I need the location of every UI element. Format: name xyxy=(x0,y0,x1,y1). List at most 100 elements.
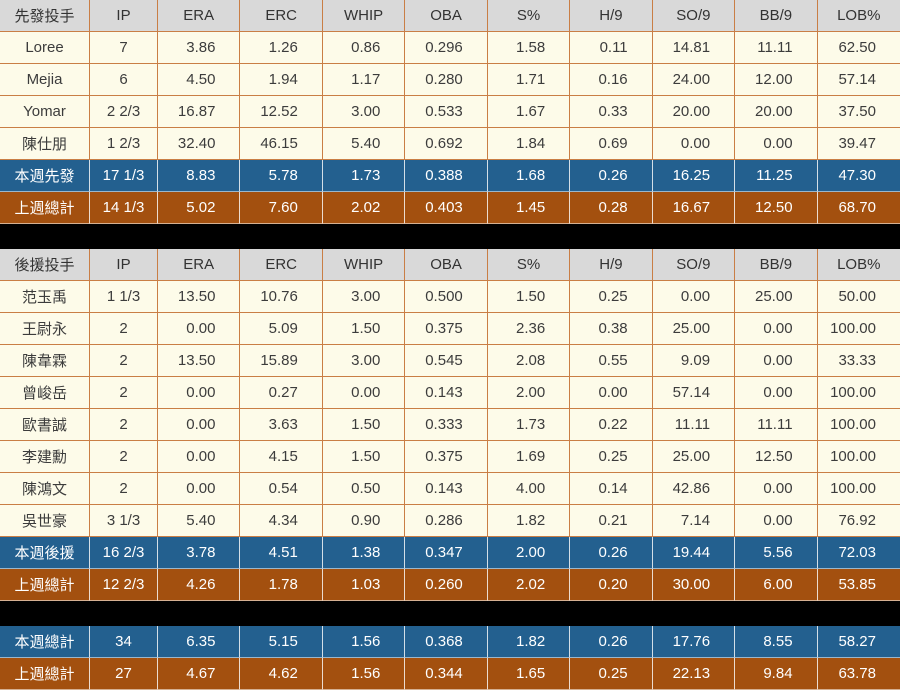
stat-value: 58.27 xyxy=(817,626,900,658)
stat-value: 0.296 xyxy=(405,32,488,64)
stat-value: 12.50 xyxy=(735,192,818,224)
stat-value: 14 1/3 xyxy=(90,192,158,224)
stat-value: 0.260 xyxy=(405,569,488,601)
column-header: H/9 xyxy=(570,249,653,281)
stat-value: 11.11 xyxy=(735,32,818,64)
column-header-row: 先發投手 IP ERA ERC WHIP OBA S% H/9 SO/9 BB/9 LOB% xyxy=(0,0,900,32)
stat-value: 25.00 xyxy=(652,313,736,345)
stat-value: 16.87 xyxy=(158,96,241,128)
group-label: 後援投手 xyxy=(0,249,90,281)
stat-value: 15.89 xyxy=(240,345,323,377)
column-header: SO/9 xyxy=(652,249,736,281)
stat-value: 3 1/3 xyxy=(90,505,158,537)
stat-value: 12.52 xyxy=(240,96,323,128)
column-header: BB/9 xyxy=(735,0,818,32)
player-row: Loree 7 3.86 1.26 0.86 0.296 1.58 0.11 14.81 11.1… xyxy=(0,32,900,64)
stat-value: 34 xyxy=(90,626,158,658)
stat-value: 1.45 xyxy=(487,192,571,224)
stat-value: 57.14 xyxy=(652,377,736,409)
stat-value: 5.78 xyxy=(240,160,323,192)
stat-value: 4.15 xyxy=(240,441,323,473)
stat-value: 0.344 xyxy=(405,658,488,690)
stat-value: 76.92 xyxy=(817,505,900,537)
stat-value: 19.44 xyxy=(652,537,736,569)
stat-value: 47.30 xyxy=(817,160,900,192)
stat-value: 1.71 xyxy=(487,64,571,96)
stat-value: 2 xyxy=(90,473,158,505)
stat-value: 27 xyxy=(90,658,158,690)
stat-value: 4.51 xyxy=(240,537,323,569)
stat-value: 42.86 xyxy=(652,473,736,505)
stat-value: 1.65 xyxy=(487,658,571,690)
summary-row: 本週後援 16 2/3 3.78 4.51 1.38 0.347 2.00 0.26 19.44… xyxy=(0,537,900,569)
stat-value: 1.56 xyxy=(322,626,406,658)
row-label: 王尉永 xyxy=(0,313,90,345)
stat-value: 0.00 xyxy=(158,313,241,345)
stat-value: 12.00 xyxy=(735,64,818,96)
stat-value: 1.17 xyxy=(322,64,406,96)
column-header: LOB% xyxy=(817,0,900,32)
row-label: 陳鴻文 xyxy=(0,473,90,505)
stat-value: 0.25 xyxy=(570,281,653,313)
stat-value: 2.02 xyxy=(322,192,406,224)
stat-value: 100.00 xyxy=(817,441,900,473)
stat-value: 0.143 xyxy=(405,377,488,409)
stat-value: 5.09 xyxy=(240,313,323,345)
player-row: Yomar 2 2/3 16.87 12.52 3.00 0.533 1.67 0.33 20.… xyxy=(0,96,900,128)
stat-value: 17 1/3 xyxy=(90,160,158,192)
player-row: 歐書誠 2 0.00 3.63 1.50 0.333 1.73 0.22 11.11 11.11 1… xyxy=(0,409,900,441)
column-header: SO/9 xyxy=(652,0,736,32)
summary-row: 本週總計 34 6.35 5.15 1.56 0.368 1.82 0.26 17.76 8.55… xyxy=(0,626,900,658)
stat-value: 1.94 xyxy=(240,64,323,96)
stat-value: 0.280 xyxy=(405,64,488,96)
stat-value: 8.55 xyxy=(735,626,818,658)
column-header: ERA xyxy=(158,0,241,32)
stat-value: 16 2/3 xyxy=(90,537,158,569)
stat-value: 100.00 xyxy=(817,473,900,505)
stat-value: 0.375 xyxy=(405,441,488,473)
stat-value: 3.78 xyxy=(158,537,241,569)
stat-value: 100.00 xyxy=(817,377,900,409)
stat-value: 2 xyxy=(90,377,158,409)
stat-value: 0.368 xyxy=(405,626,488,658)
stat-value: 0.21 xyxy=(570,505,653,537)
group-label: 先發投手 xyxy=(0,0,90,32)
stat-value: 7 xyxy=(90,32,158,64)
stat-value: 0.403 xyxy=(405,192,488,224)
row-label: 歐書誠 xyxy=(0,409,90,441)
column-header: ERA xyxy=(158,249,241,281)
stat-value: 0.333 xyxy=(405,409,488,441)
stat-value: 0.347 xyxy=(405,537,488,569)
stat-value: 0.00 xyxy=(158,409,241,441)
row-label: 上週總計 xyxy=(0,569,90,601)
stat-value: 4.26 xyxy=(158,569,241,601)
column-header-row: 後援投手 IP ERA ERC WHIP OBA S% H/9 SO/9 BB/9 LOB% xyxy=(0,249,900,281)
stat-value: 4.67 xyxy=(158,658,241,690)
stat-value: 0.00 xyxy=(735,505,818,537)
stat-value: 0.545 xyxy=(405,345,488,377)
stat-value: 0.00 xyxy=(652,281,736,313)
column-header: ERC xyxy=(240,249,323,281)
stat-value: 12 2/3 xyxy=(90,569,158,601)
stat-value: 1.50 xyxy=(322,409,406,441)
stat-value: 1.58 xyxy=(487,32,571,64)
stat-value: 1.38 xyxy=(322,537,406,569)
stat-value: 0.50 xyxy=(322,473,406,505)
stat-value: 100.00 xyxy=(817,313,900,345)
stat-value: 0.20 xyxy=(570,569,653,601)
stat-value: 1.67 xyxy=(487,96,571,128)
stat-value: 22.13 xyxy=(652,658,736,690)
section-separator xyxy=(0,224,900,249)
stat-value: 3.00 xyxy=(322,345,406,377)
stat-value: 1.82 xyxy=(487,505,571,537)
stat-value: 0.533 xyxy=(405,96,488,128)
stat-value: 68.70 xyxy=(817,192,900,224)
stat-value: 0.14 xyxy=(570,473,653,505)
stat-value: 57.14 xyxy=(817,64,900,96)
stat-value: 1.73 xyxy=(322,160,406,192)
row-label: Yomar xyxy=(0,96,90,128)
stat-value: 63.78 xyxy=(817,658,900,690)
stat-value: 6.35 xyxy=(158,626,241,658)
row-label: 陳仕朋 xyxy=(0,128,90,160)
